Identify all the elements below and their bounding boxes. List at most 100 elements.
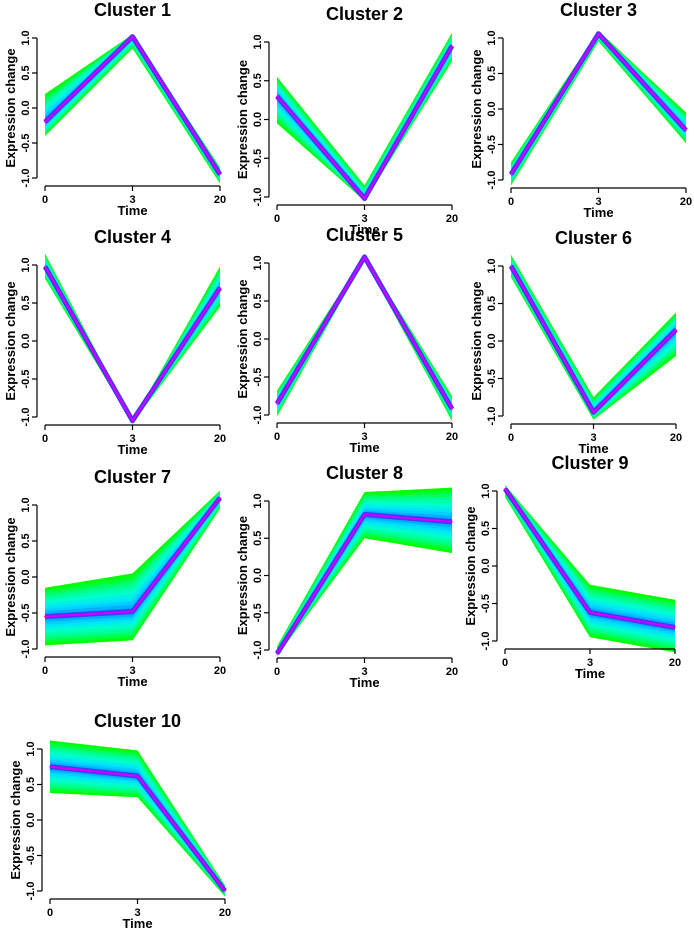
y-tick-label: -1.0: [25, 882, 37, 901]
mean-point: [131, 35, 134, 38]
mean-point: [276, 95, 278, 98]
x-tick-label: 20: [669, 657, 681, 669]
y-tick-label: -1.0: [20, 408, 32, 427]
x-tick-label: 0: [508, 432, 514, 444]
y-tick-label: 0.0: [480, 558, 492, 573]
y-tick-label: -0.5: [252, 149, 264, 168]
membership-band: [277, 255, 452, 422]
panel-title: Cluster 4: [94, 227, 171, 247]
y-tick-label: 0.0: [486, 101, 498, 116]
x-axis-title: Time: [349, 440, 379, 455]
mean-point: [219, 497, 221, 499]
y-tick-label: 1.0: [480, 483, 492, 498]
mean-line: [276, 255, 453, 410]
y-tick-label: -0.5: [20, 604, 32, 623]
mean-point: [44, 615, 46, 618]
mean-point: [44, 265, 46, 268]
mean-line-outline: [508, 31, 688, 176]
panel-title: Cluster 2: [326, 4, 403, 24]
mean-point: [589, 611, 591, 614]
y-tick-label: -1.0: [20, 169, 32, 188]
band-layer: [277, 256, 452, 414]
mean-point: [276, 402, 278, 405]
y-tick-label: -1.0: [252, 406, 264, 425]
band-layer: [45, 35, 220, 180]
y-tick-label: 0.0: [20, 569, 32, 584]
x-axis: 0 3 20 Time: [42, 185, 226, 218]
band-layer: [277, 255, 452, 420]
x-tick-label: 20: [670, 432, 682, 444]
x-tick-label: 0: [42, 665, 48, 677]
band-layer: [277, 256, 452, 411]
y-tick-label: 0.5: [252, 73, 264, 88]
band-layer: [277, 256, 452, 415]
y-tick-label: 0.5: [25, 777, 37, 792]
x-tick-label: 20: [680, 196, 692, 208]
band-layer: [511, 261, 676, 415]
membership-band: [45, 253, 220, 424]
x-axis-title: Time: [117, 203, 147, 218]
y-tick-label: -1.0: [486, 171, 498, 190]
y-tick-label: -0.5: [25, 846, 37, 865]
x-axis-title: Time: [117, 674, 147, 689]
y-tick-label: 0.0: [20, 100, 32, 115]
y-tick-label: -0.5: [252, 368, 264, 387]
x-axis: 0 3 20 Time: [274, 204, 458, 237]
x-tick-label: 0: [42, 433, 48, 445]
x-tick-label: 3: [129, 433, 135, 445]
y-tick-label: -1.0: [252, 641, 264, 660]
x-axis: 0 3 20 Time: [47, 898, 231, 931]
y-tick-label: -0.5: [486, 135, 498, 154]
band-layer: [511, 255, 676, 420]
band-layer: [505, 486, 675, 644]
y-tick-label: 0.0: [486, 333, 498, 348]
mean-line-outline: [274, 254, 455, 411]
y-tick-label: -1.0: [486, 407, 498, 426]
band-layer: [277, 256, 452, 416]
x-tick-label: 0: [274, 666, 280, 678]
y-tick-label: 1.0: [20, 30, 32, 45]
x-axis-title: Time: [575, 666, 605, 681]
x-tick-label: 20: [214, 433, 226, 445]
mean-point: [363, 513, 366, 516]
x-tick-label: 0: [42, 194, 48, 206]
x-tick-label: 3: [590, 432, 596, 444]
mean-point: [451, 45, 453, 47]
x-axis: 0 3 20 Time: [508, 187, 692, 220]
x-axis-title: Time: [349, 675, 379, 690]
panel-title: Cluster 3: [560, 0, 637, 20]
x-tick-label: 20: [214, 665, 226, 677]
y-tick-label: 0.0: [20, 333, 32, 348]
band-layer: [277, 256, 452, 412]
membership-band: [511, 30, 686, 186]
y-tick-label: -1.0: [252, 188, 264, 207]
y-tick-label: -0.5: [20, 370, 32, 389]
membership-band: [511, 254, 676, 420]
x-tick-label: 3: [361, 213, 367, 225]
x-tick-label: 0: [274, 213, 280, 225]
y-tick-label: 1.0: [25, 741, 37, 756]
x-tick-label: 3: [129, 665, 135, 677]
y-axis-title: Expression change: [235, 60, 250, 179]
panel-title: Cluster 1: [94, 0, 171, 20]
band-layer: [511, 257, 676, 418]
band-layer: [45, 264, 220, 422]
band-layer: [45, 34, 220, 184]
mean-point: [131, 610, 134, 613]
x-tick-label: 3: [587, 657, 593, 669]
band-layer: [45, 493, 220, 633]
y-tick-label: -1.0: [480, 632, 492, 651]
x-tick-label: 20: [219, 907, 231, 919]
x-tick-label: 0: [274, 431, 280, 443]
membership-band: [45, 490, 220, 646]
mean-point: [504, 487, 506, 490]
